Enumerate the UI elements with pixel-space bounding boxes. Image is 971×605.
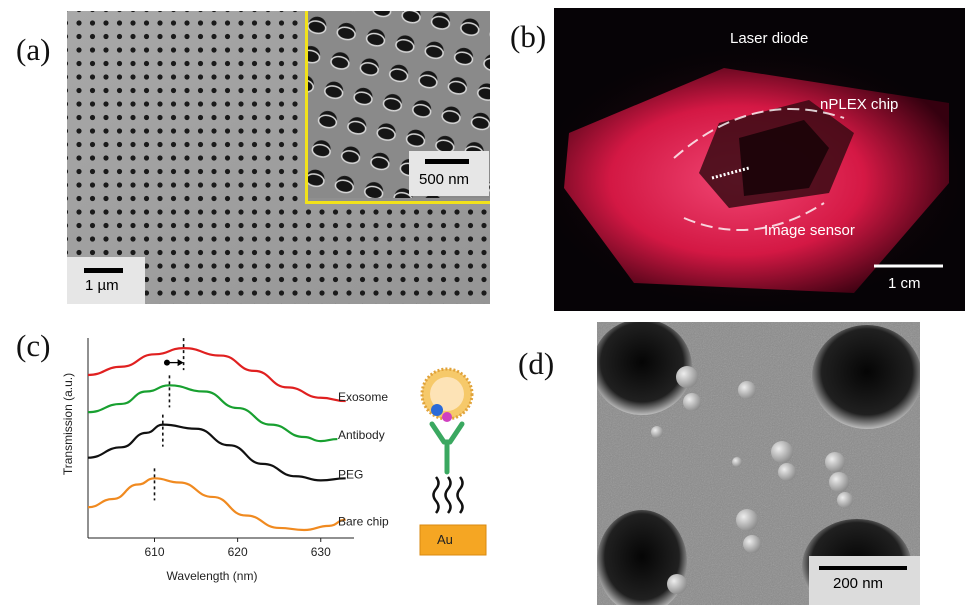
main-scale-box: 1 µm xyxy=(67,257,145,304)
series-line-peg xyxy=(87,423,346,482)
sem-exosome-capture-image: 200 nm xyxy=(597,322,920,605)
series-label-bare-chip: Bare chip xyxy=(338,515,389,529)
antigen-icon xyxy=(431,404,443,416)
nplex-chip-label: nPLEX chip xyxy=(820,96,899,113)
nplex-device-photo: Laser diode nPLEX chip Image sensor 1 cm xyxy=(554,8,965,311)
series-label-antibody: Antibody xyxy=(338,428,385,442)
panel-label-c: (c) xyxy=(16,328,51,363)
image-sensor-label: Image sensor xyxy=(764,222,855,239)
x-axis-label: Wavelength (nm) xyxy=(167,569,258,583)
peg-linker-icon xyxy=(432,476,440,514)
gold-substrate-label: Au xyxy=(437,532,453,547)
inset-scale-label: 500 nm xyxy=(419,171,470,188)
series-line-antibody xyxy=(87,384,338,443)
exosome-binding-schematic xyxy=(419,367,487,556)
inset-scale-bar xyxy=(425,159,469,164)
inset-scale-box: 500 nm xyxy=(409,151,489,196)
panel-label-a: (a) xyxy=(16,32,51,67)
sem-d-scale-bar xyxy=(819,566,907,570)
transmission-spectra-chart: Transmission (a.u.) 610 620 630 Exosome Ant… xyxy=(61,338,389,583)
x-tick-label: 610 xyxy=(144,545,164,559)
series-label-exosome: Exosome xyxy=(338,390,388,404)
antibody-icon xyxy=(429,421,465,475)
main-scale-label: 1 µm xyxy=(85,277,119,294)
laser-diode-label: Laser diode xyxy=(730,30,809,47)
series-line-exosome xyxy=(87,347,346,403)
panel-label-b: (b) xyxy=(510,19,547,54)
series-label-peg: PEG xyxy=(338,467,363,481)
shift-arrow-head xyxy=(177,359,184,367)
y-axis-label: Transmission (a.u.) xyxy=(61,373,75,475)
main-scale-bar xyxy=(84,268,123,273)
x-tick-label: 620 xyxy=(228,545,248,559)
sem-inset-zoom: 500 nm xyxy=(305,11,490,204)
panel-label-d: (d) xyxy=(518,346,555,381)
series-line-bare-chip xyxy=(87,477,346,532)
x-tick-label: 630 xyxy=(311,545,331,559)
photo-scale-label: 1 cm xyxy=(888,275,921,292)
gold-substrate xyxy=(419,524,487,556)
sem-d-scale-box: 200 nm xyxy=(809,556,920,605)
sem-d-scale-label: 200 nm xyxy=(833,575,884,592)
sem-nanohole-array-image: 500 nm 1 µm xyxy=(67,11,490,304)
